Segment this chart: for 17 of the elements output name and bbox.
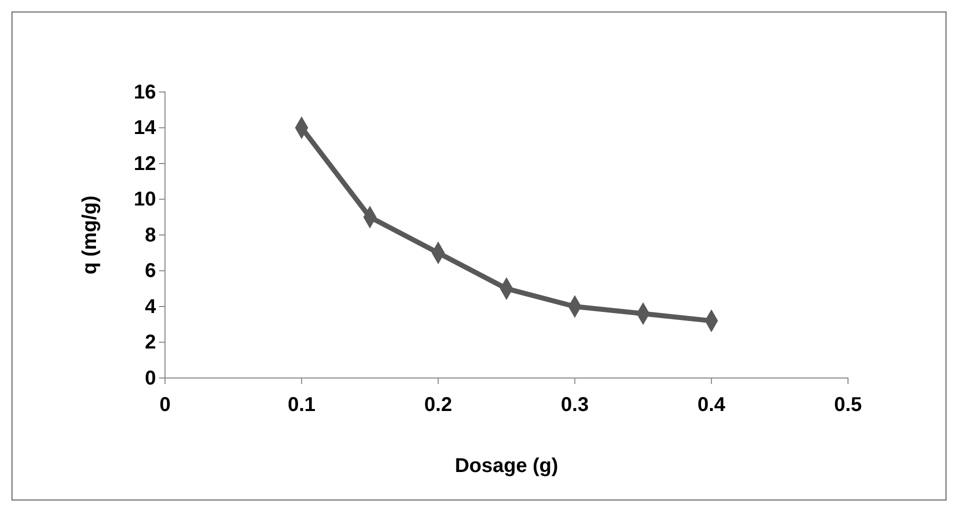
x-tick-label: 0.1: [288, 394, 316, 416]
y-tick-label: 10: [134, 188, 156, 211]
y-axis-title: q (mg/g): [79, 196, 101, 274]
x-tick-label: 0.3: [560, 394, 589, 416]
y-tick-label: 4: [144, 296, 157, 318]
y-tick-label: 12: [134, 152, 156, 175]
y-tick-label: 6: [144, 260, 156, 282]
y-tick-label: 2: [144, 332, 156, 354]
y-tick-label: 14: [134, 117, 157, 140]
x-tick-label: 0: [159, 394, 171, 416]
x-tick-label: 0.5: [834, 394, 862, 416]
x-tick-label: 0.4: [697, 394, 726, 416]
y-tick-label: 8: [144, 224, 156, 246]
x-tick-label: 0.2: [424, 394, 452, 416]
y-tick-label: 16: [134, 81, 156, 104]
x-axis-title: Dosage (g): [454, 455, 558, 477]
y-tick-label: 0: [144, 367, 156, 390]
